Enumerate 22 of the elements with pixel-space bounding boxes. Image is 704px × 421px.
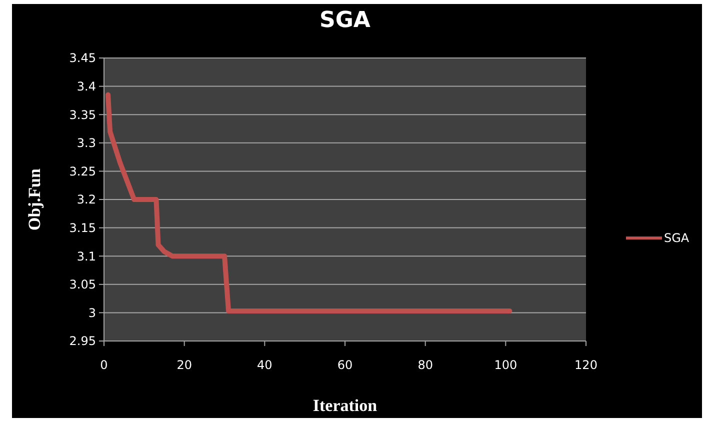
y-tick-label: 3.45 bbox=[69, 51, 96, 66]
x-tick-label: 100 bbox=[494, 358, 518, 372]
x-tick-label: 60 bbox=[337, 358, 353, 372]
legend-label: SGA bbox=[664, 231, 690, 246]
y-tick-label: 3.4 bbox=[76, 80, 96, 94]
x-tick-label: 20 bbox=[176, 358, 192, 372]
y-tick-label: 3.3 bbox=[76, 136, 96, 150]
x-axis-title: Iteration bbox=[312, 396, 378, 415]
x-tick-label: 40 bbox=[257, 358, 272, 372]
y-tick-label: 3.2 bbox=[76, 192, 96, 207]
y-axis-title: Obj.Fun bbox=[25, 168, 44, 230]
y-tick-label: 3.15 bbox=[69, 221, 96, 235]
x-tick-label: 80 bbox=[418, 358, 433, 372]
y-tick-label: 3.25 bbox=[69, 164, 96, 178]
chart-title: SGA bbox=[320, 8, 370, 33]
y-tick-label: 3 bbox=[88, 306, 96, 320]
x-tick-label: 0 bbox=[100, 358, 108, 372]
y-tick-label: 3.1 bbox=[76, 249, 96, 264]
y-tick-label: 2.95 bbox=[69, 334, 96, 348]
y-tick-label: 3.35 bbox=[69, 108, 96, 122]
y-tick-label: 3.05 bbox=[69, 278, 96, 292]
x-tick-label: 120 bbox=[574, 358, 598, 372]
